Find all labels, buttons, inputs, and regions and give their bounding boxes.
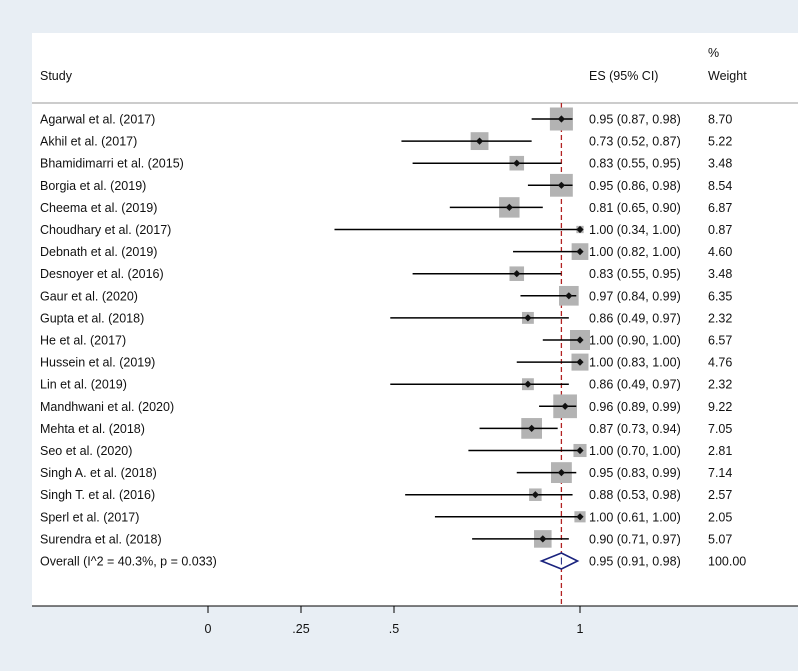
study-ci: 1.00 (0.83, 1.00) [589,356,681,370]
study-weight: 2.57 [708,488,732,502]
study-ci: 0.86 (0.49, 0.97) [589,378,681,392]
study-weight: 4.76 [708,356,732,370]
study-ci: 0.86 (0.49, 0.97) [589,311,681,325]
study-weight: 2.32 [708,311,732,325]
study-weight: 5.22 [708,135,732,149]
study-label: Agarwal et al. (2017) [40,113,155,127]
study-weight: 2.32 [708,378,732,392]
study-ci: 0.95 (0.86, 0.98) [589,179,681,193]
header-weight: Weight [708,69,747,83]
point-estimate [513,159,521,167]
x-tick-label: .5 [389,622,399,636]
study-label: Debnath et al. (2019) [40,245,157,259]
study-ci: 0.95 (0.83, 0.99) [589,466,681,480]
study-label: Gupta et al. (2018) [40,311,144,325]
point-estimate [528,424,536,432]
study-weight: 0.87 [708,223,732,237]
point-estimate [576,248,584,256]
study-label: Cheema et al. (2019) [40,201,157,215]
overall-label: Overall (I^2 = 40.3%, p = 0.033) [40,555,217,569]
study-weight: 6.87 [708,201,732,215]
study-weight: 8.70 [708,113,732,127]
study-ci: 0.90 (0.71, 0.97) [589,532,681,546]
study-weight: 2.81 [708,444,732,458]
point-estimate [531,491,539,499]
study-weight: 7.14 [708,466,732,480]
study-ci: 0.73 (0.52, 0.87) [589,135,681,149]
x-axis-ticks: 0 .25 .5 1 [205,606,584,636]
study-weight: 8.54 [708,179,732,193]
point-estimate [505,203,513,211]
point-estimate [576,358,584,366]
point-estimate [557,469,565,477]
study-label: Seo et al. (2020) [40,444,132,458]
study-ci: 0.87 (0.73, 0.94) [589,422,681,436]
point-estimate [576,336,584,344]
overall-ci: 0.95 (0.91, 0.98) [589,555,681,569]
study-ci: 0.81 (0.65, 0.90) [589,201,681,215]
study-ci: 1.00 (0.90, 1.00) [589,334,681,348]
point-estimate [565,292,573,300]
study-label: Desnoyer et al. (2016) [40,267,164,281]
study-weight: 3.48 [708,267,732,281]
study-ci: 0.83 (0.55, 0.95) [589,157,681,171]
study-weight: 4.60 [708,245,732,259]
study-label: Mehta et al. (2018) [40,422,145,436]
study-label: Gaur et al. (2020) [40,289,138,303]
study-label: Mandhwani et al. (2020) [40,400,174,414]
study-label: Surendra et al. (2018) [40,532,162,546]
study-ci: 1.00 (0.82, 1.00) [589,245,681,259]
study-weight: 6.35 [708,289,732,303]
study-weight: 6.57 [708,334,732,348]
study-label: Singh T. et al. (2016) [40,488,155,502]
overall-weight: 100.00 [708,555,746,569]
header-weight-pct: % [708,46,719,60]
plot-area [32,33,798,606]
study-label: Singh A. et al. (2018) [40,466,157,480]
point-estimate [576,446,584,455]
study-ci: 1.00 (0.61, 1.00) [589,510,681,524]
point-estimate [539,535,547,543]
point-estimate [576,225,584,234]
x-tick-label: 1 [577,622,584,636]
point-estimate [524,380,532,388]
point-estimate [557,115,565,123]
study-label: Borgia et al. (2019) [40,179,146,193]
point-estimate [475,137,484,145]
study-label: Choudhary et al. (2017) [40,223,171,237]
study-label: Sperl et al. (2017) [40,510,139,524]
study-weight: 9.22 [708,400,732,414]
overall-diamond [539,552,580,570]
study-label: He et al. (2017) [40,334,126,348]
study-weight: 7.05 [708,422,732,436]
point-estimate [524,314,532,322]
study-rows: Agarwal et al. (2017) 0.95 (0.87, 0.98) 8.… [40,107,732,548]
study-ci: 0.95 (0.87, 0.98) [589,113,681,127]
point-estimate [557,181,565,189]
header-es: ES (95% CI) [589,69,658,83]
overall-row: Overall (I^2 = 40.3%, p = 0.033) 0.95 (0.… [40,552,746,570]
study-weight: 3.48 [708,157,732,171]
study-weight: 5.07 [708,532,732,546]
study-label: Bhamidimarri et al. (2015) [40,157,184,171]
point-estimate [576,513,584,521]
header-study: Study [40,69,73,83]
study-ci: 0.83 (0.55, 0.95) [589,267,681,281]
study-weight: 2.05 [708,510,732,524]
study-ci: 1.00 (0.34, 1.00) [589,223,681,237]
point-estimate [513,270,521,278]
x-tick-label: 0 [205,622,212,636]
study-label: Akhil et al. (2017) [40,135,137,149]
study-ci: 1.00 (0.70, 1.00) [589,444,681,458]
study-ci: 0.97 (0.84, 0.99) [589,289,681,303]
study-label: Lin et al. (2019) [40,378,127,392]
study-label: Hussein et al. (2019) [40,356,155,370]
point-estimate [561,402,569,410]
x-tick-label: .25 [292,622,309,636]
study-ci: 0.88 (0.53, 0.98) [589,488,681,502]
study-ci: 0.96 (0.89, 0.99) [589,400,681,414]
